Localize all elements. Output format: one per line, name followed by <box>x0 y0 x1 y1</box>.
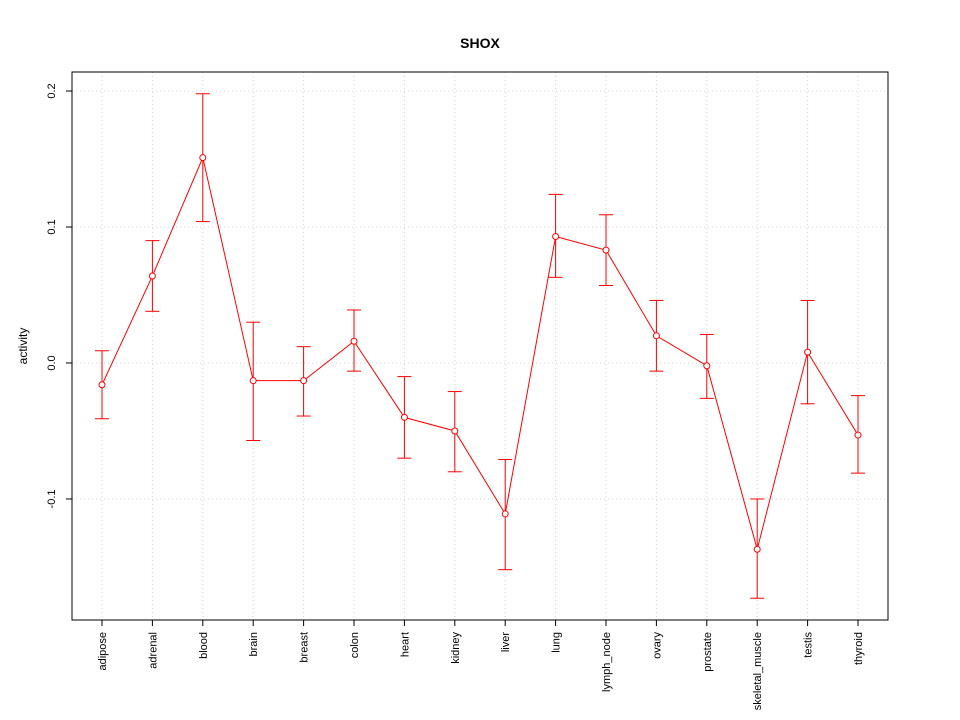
grid-layer <box>72 72 888 620</box>
data-point <box>552 233 560 241</box>
data-point <box>300 377 308 385</box>
x-tick-label: breast <box>299 632 311 663</box>
data-point <box>854 431 862 439</box>
x-tick-label: thyroid <box>853 632 865 665</box>
x-tick-label: adrenal <box>147 632 159 669</box>
x-tick-label: testis <box>803 632 815 658</box>
data-point <box>199 154 207 162</box>
y-tick-label: 0.2 <box>46 83 58 98</box>
data-point <box>501 510 509 518</box>
x-tick-label: heart <box>399 632 411 657</box>
x-tick-label: ovary <box>651 632 663 659</box>
data-point <box>451 427 459 435</box>
data-point <box>602 246 610 254</box>
x-tick-label: blood <box>198 632 210 659</box>
series-line <box>101 156 859 552</box>
axes-layer: -0.1 0.0 0.1 0.2 adipose adrenal blood brain bre… <box>46 71 889 710</box>
data-point <box>753 545 761 553</box>
data-point <box>804 348 812 356</box>
x-tick-label: lung <box>551 632 563 653</box>
x-tick-label: prostate <box>702 632 714 672</box>
x-tick-label: kidney <box>450 632 462 664</box>
y-tick-label: -0.1 <box>46 489 58 508</box>
data-point <box>148 272 156 280</box>
x-tick-label: liver <box>500 632 512 653</box>
plot-frame <box>71 71 889 621</box>
x-tick-label: colon <box>349 632 361 658</box>
chart-title: SHOX <box>460 35 500 51</box>
series-layer <box>95 93 865 599</box>
data-point <box>703 362 711 370</box>
x-tick-label: skeletal_muscle <box>752 632 764 710</box>
data-point <box>350 337 358 345</box>
data-point <box>98 381 106 389</box>
y-tick-label: 0.1 <box>46 219 58 234</box>
y-axis-label: activity <box>16 328 30 365</box>
x-tick-label: brain <box>248 632 260 656</box>
x-tick-label: lymph_node <box>601 632 613 692</box>
data-point <box>249 377 257 385</box>
y-tick-label: 0.0 <box>46 355 58 370</box>
x-tick-label: adipose <box>97 632 109 671</box>
data-point <box>400 413 408 421</box>
data-point <box>652 332 660 340</box>
